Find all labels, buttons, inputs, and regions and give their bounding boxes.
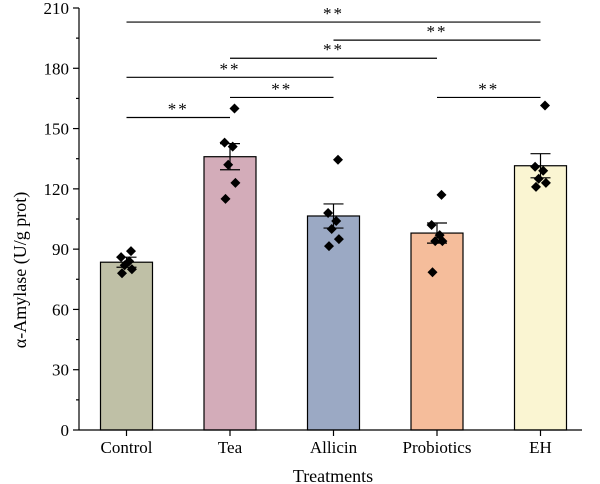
data-point (219, 137, 230, 148)
significance-label: ** (323, 4, 344, 23)
axes: 0 30 60 90 120 150 180 210 Control Tea Allicin Prob… (44, 0, 582, 457)
x-tick-label: Probiotics (403, 438, 472, 457)
significance-label: ** (427, 22, 448, 41)
y-tick-label: 150 (44, 120, 70, 139)
data-point (333, 154, 343, 165)
x-tick-label: Tea (218, 438, 243, 457)
x-tick-label: Allicin (310, 438, 358, 457)
bar-tea (203, 156, 257, 431)
data-point (220, 193, 231, 204)
y-tick-label: 30 (52, 361, 69, 380)
x-tick-label: EH (529, 438, 552, 457)
error-bar (323, 203, 344, 229)
y-axis-title: α-Amylase (U/g prot) (10, 192, 31, 348)
y-tick-label: 60 (52, 300, 69, 319)
error-bar (427, 222, 447, 244)
bar-eh (513, 165, 568, 431)
data-point (426, 220, 437, 231)
significance-label: ** (271, 79, 292, 98)
y-tick-label: 210 (44, 0, 70, 18)
data-point (427, 267, 438, 278)
data-point (117, 268, 127, 279)
error-bar (116, 256, 137, 268)
data-point (540, 177, 551, 188)
data-point (326, 224, 337, 235)
bar-allicin (306, 215, 361, 431)
significance-label: ** (323, 40, 344, 59)
significance-bracket: ** (230, 79, 334, 98)
data-point (229, 103, 240, 114)
significance-bracket: ** (333, 22, 541, 41)
bar-probiotics (410, 232, 464, 431)
data-point (533, 173, 544, 184)
y-tick-label: 90 (52, 240, 69, 259)
bars (99, 156, 568, 431)
data-point (223, 159, 234, 170)
significance-bracket: ** (437, 79, 541, 98)
y-tick-label: 180 (44, 59, 70, 78)
significance-label: ** (478, 79, 499, 98)
x-tick-label: Control (101, 438, 153, 457)
error-bar (530, 153, 551, 179)
data-point (126, 246, 136, 257)
error-bar (220, 143, 240, 171)
bar-control (99, 261, 154, 431)
significance-bracket: ** (126, 59, 334, 78)
data-point (436, 189, 447, 200)
data-point (324, 241, 334, 252)
significance-label: ** (168, 100, 189, 119)
y-tick-label: 0 (61, 421, 70, 440)
significance-label: ** (220, 59, 241, 78)
significance-bracket: ** (126, 4, 541, 23)
significance-bracket: ** (126, 100, 230, 119)
data-point (531, 181, 541, 192)
data-point (323, 207, 334, 218)
significance-bracket: ** (230, 40, 437, 59)
error-bars (116, 143, 551, 268)
x-axis-title: Treatments (293, 466, 373, 484)
data-point (540, 100, 550, 111)
data-point (230, 177, 241, 188)
data-point (333, 234, 344, 245)
significance-brackets: ** ** ** ** ** ** ** (126, 4, 541, 119)
data-point (530, 161, 541, 172)
y-tick-label: 120 (44, 180, 70, 199)
